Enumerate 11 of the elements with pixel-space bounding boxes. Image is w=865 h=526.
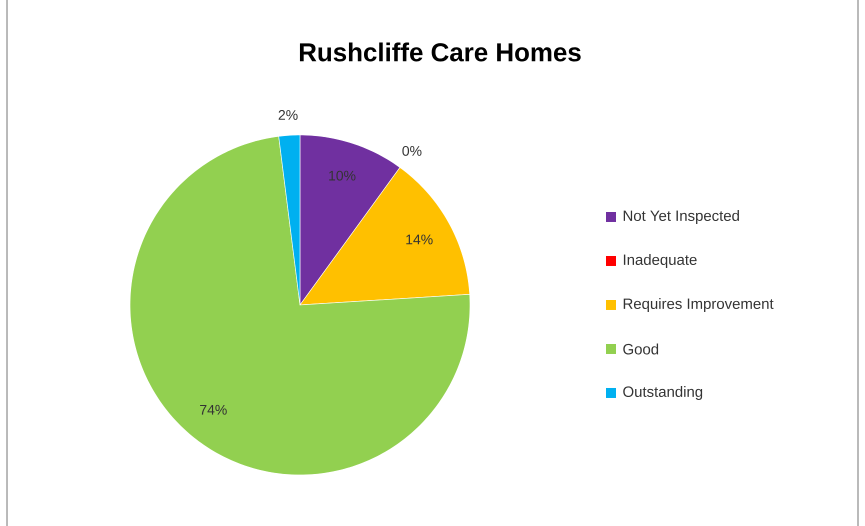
legend-label: Inadequate bbox=[624, 254, 697, 268]
text: 0% bbox=[402, 146, 422, 156]
data-label: 74% bbox=[200, 404, 227, 415]
data-label: 14% bbox=[406, 234, 433, 244]
data-label: 2% bbox=[278, 110, 298, 120]
legend-label: Requires Improvement bbox=[624, 298, 774, 312]
legend-label: Good bbox=[623, 344, 658, 354]
chart-title: Rushcliffe Care Homes bbox=[300, 42, 581, 62]
legend-label: Outstanding bbox=[623, 386, 702, 400]
data-label: 10% bbox=[329, 170, 356, 181]
legend-label: Not Yet Inspected bbox=[624, 210, 739, 224]
